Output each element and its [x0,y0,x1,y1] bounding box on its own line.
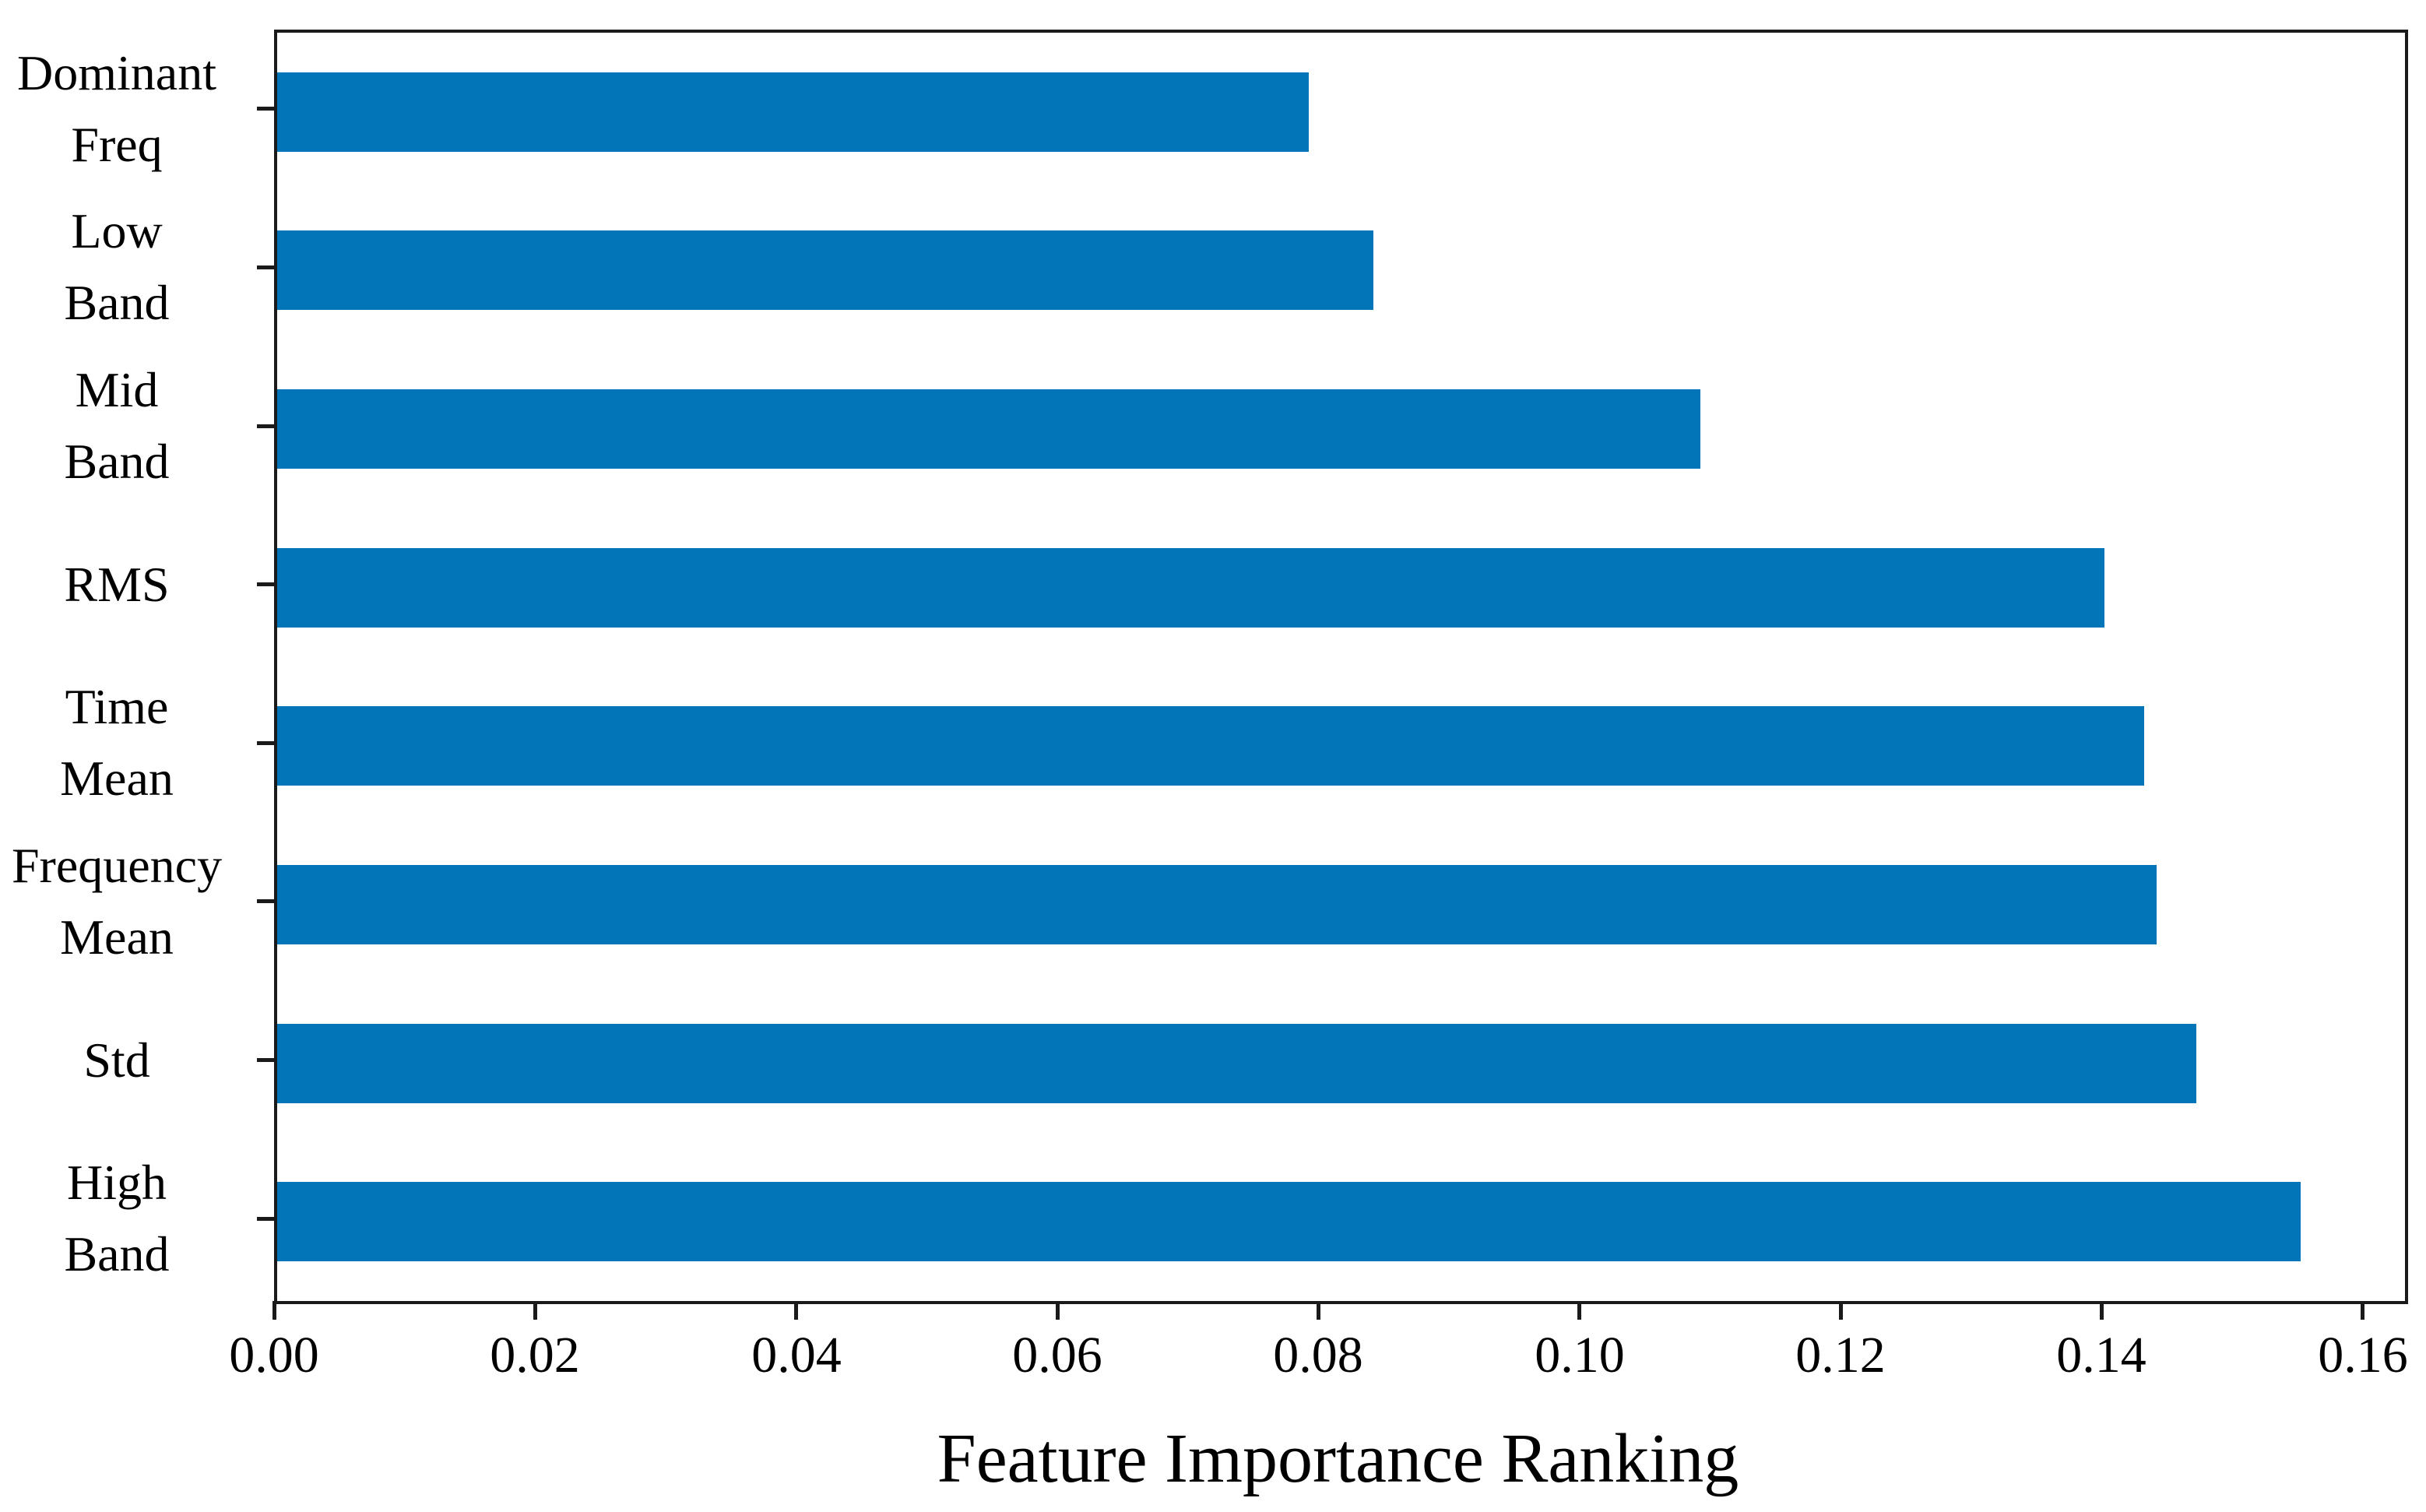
bar-time-mean [277,706,2144,786]
x-axis-title: Feature Importance Ranking [937,1420,1739,1497]
y-tick-label-line: Band [64,434,170,489]
x-tick-mark [2361,1301,2364,1320]
x-tick-mark [1056,1301,1060,1320]
y-tick-label-line: Mean [60,751,174,806]
x-tick-label: 0.10 [1535,1327,1625,1384]
y-tick-label: Low Band [0,195,234,339]
y-tick-label: Frequency Mean [0,830,234,973]
bar-high-band [277,1182,2301,1261]
x-tick-mark [1839,1301,1843,1320]
y-tick-mark [257,582,274,586]
y-tick-label-line: Mid [75,362,159,417]
bar-std [277,1024,2196,1103]
x-tick-mark [2100,1301,2104,1320]
y-tick-mark [257,265,274,269]
y-tick-label: Dominant Freq [0,37,234,181]
y-tick-label-line: Low [71,203,163,258]
x-tick-mark [1577,1301,1581,1320]
x-tick-label: 0.08 [1273,1327,1363,1384]
y-tick-label: Mid Band [0,354,234,498]
bar-dominant-freq [277,72,1309,152]
y-tick-label: High Band [0,1147,234,1290]
y-tick-mark [257,107,274,111]
y-tick-label-line: Freq [71,117,163,172]
bar-frequency-mean [277,865,2157,944]
plot-area [274,30,2408,1304]
x-tick-mark [533,1301,537,1320]
y-tick-label: RMS [0,549,234,621]
y-tick-label-line: Mean [60,909,174,965]
y-tick-mark [257,741,274,745]
x-tick-label: 0.00 [229,1327,319,1384]
y-tick-label-line: High [67,1155,167,1210]
x-tick-label: 0.02 [490,1327,580,1384]
y-tick-label: Time Mean [0,671,234,814]
y-tick-label-line: Frequency [11,838,223,893]
bar-rms [277,548,2104,628]
x-tick-label: 0.06 [1012,1327,1102,1384]
y-tick-mark [257,1058,274,1062]
x-tick-mark [794,1301,798,1320]
x-tick-mark [272,1301,276,1320]
x-tick-label: 0.04 [751,1327,842,1384]
bar-mid-band [277,389,1700,469]
y-tick-mark [257,899,274,903]
x-tick-label: 0.16 [2318,1327,2408,1384]
y-tick-mark [257,1217,274,1221]
x-tick-mark [1317,1301,1320,1320]
y-tick-label: Std [0,1025,234,1096]
bar-low-band [277,230,1373,310]
y-tick-label-line: Band [64,1226,170,1282]
x-tick-label: 0.12 [1795,1327,1886,1384]
y-tick-label-line: RMS [64,557,170,612]
y-tick-label-line: Time [65,679,169,734]
y-tick-label-line: Std [83,1032,150,1088]
y-tick-label-line: Dominant [17,45,216,100]
y-tick-label-line: Band [64,275,170,330]
x-tick-label: 0.14 [2056,1327,2146,1384]
y-tick-mark [257,424,274,428]
